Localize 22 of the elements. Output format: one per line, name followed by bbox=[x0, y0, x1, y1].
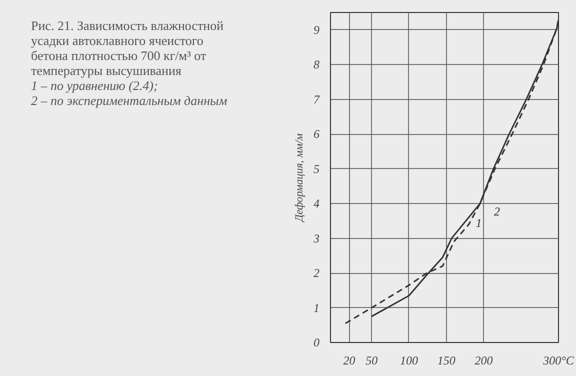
text: Рис. 21. Зависимость влажностной усадки автоклавного ячеистого бетона плотностью 700 кг/м³ от температуры высушивания bbox=[31, 18, 224, 78]
x-tick-label: 20 bbox=[343, 354, 356, 368]
y-tick-label: 9 bbox=[314, 22, 320, 37]
text: 2 – по экспериментальным данным bbox=[31, 92, 228, 108]
y-tick-label: 2 bbox=[314, 266, 320, 280]
y-tick-label: 1 bbox=[314, 300, 320, 315]
x-tick-label: 100 bbox=[400, 354, 418, 368]
series-label: 1 bbox=[476, 216, 482, 230]
x-tick-label: 150 bbox=[437, 354, 456, 368]
y-tick-label: 4 bbox=[314, 196, 320, 211]
y-tick-label: 7 bbox=[314, 92, 320, 106]
x-tick-label: 300°C bbox=[542, 354, 575, 368]
y-tick-label: 6 bbox=[314, 127, 320, 142]
y-tick-label: 8 bbox=[314, 58, 320, 72]
series-label: 2 bbox=[494, 204, 500, 219]
x-tick-label: 50 bbox=[366, 354, 378, 368]
y-tick-label: 0 bbox=[314, 336, 320, 350]
y-tick-label: 3 bbox=[312, 231, 320, 246]
x-tick-label: 200 bbox=[474, 354, 493, 368]
y-axis-title: Деформация, мм/м bbox=[294, 134, 306, 222]
text: 1 – по уравнению (2.4); bbox=[31, 78, 158, 93]
y-tick-label: 5 bbox=[314, 162, 320, 176]
